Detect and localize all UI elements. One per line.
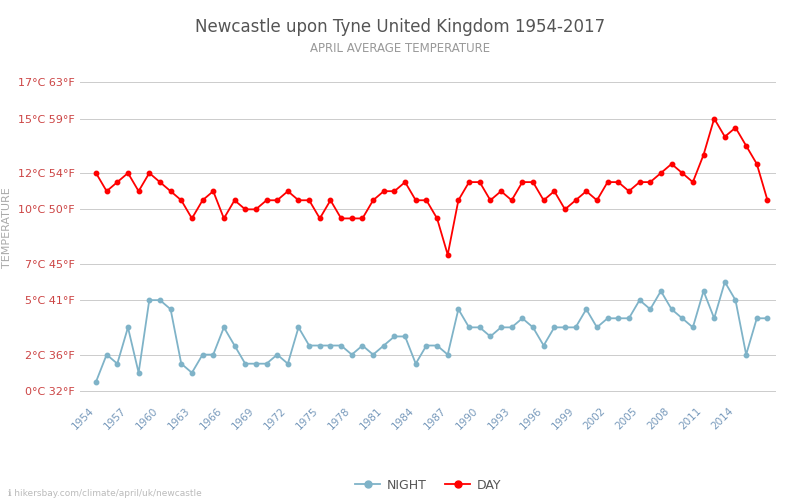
DAY [422,198,431,203]
Line: NIGHT: NIGHT [94,280,770,384]
Y-axis label: TEMPERATURE: TEMPERATURE [2,187,12,268]
DAY [528,179,538,185]
DAY [177,198,186,203]
NIGHT [177,360,186,366]
Line: DAY: DAY [94,116,770,257]
Text: APRIL AVERAGE TEMPERATURE: APRIL AVERAGE TEMPERATURE [310,42,490,56]
NIGHT [762,316,772,322]
NIGHT [528,324,538,330]
DAY [443,252,453,258]
Text: Newcastle upon Tyne United Kingdom 1954-2017: Newcastle upon Tyne United Kingdom 1954-… [195,18,605,36]
NIGHT [91,379,101,385]
DAY [539,198,549,203]
Legend: NIGHT, DAY: NIGHT, DAY [350,474,506,497]
DAY [475,179,485,185]
NIGHT [464,324,474,330]
DAY [91,170,101,176]
Text: ℹ hikersbay.com/climate/april/uk/newcastle: ℹ hikersbay.com/climate/april/uk/newcast… [8,488,202,498]
NIGHT [518,316,527,322]
DAY [762,198,772,203]
DAY [710,116,719,121]
NIGHT [368,352,378,358]
NIGHT [422,342,431,348]
DAY [368,198,378,203]
NIGHT [720,279,730,285]
